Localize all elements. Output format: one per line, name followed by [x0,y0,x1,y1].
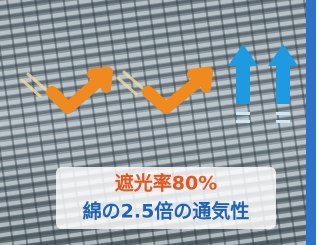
caption-line: 遮光率80% [115,172,217,195]
screen: 遮光率80% 綿の2.5倍の通気性 [0,0,316,245]
caption-line: 綿の2.5倍の通気性 [83,200,250,223]
